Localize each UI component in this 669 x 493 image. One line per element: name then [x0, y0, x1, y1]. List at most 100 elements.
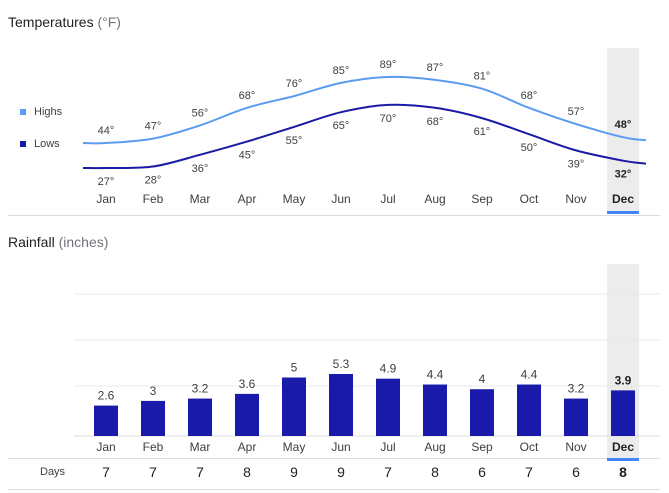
temp-month-tick-label: Apr	[238, 192, 257, 206]
rain-bar	[94, 405, 118, 436]
highs-data-label: 89°	[380, 59, 397, 71]
rain-data-label: 2.6	[98, 389, 115, 403]
rain-days-value: 7	[384, 464, 392, 480]
rain-month-tick-label: Apr	[238, 440, 257, 454]
temp-month-tick-label: Dec	[612, 192, 634, 206]
rain-bar	[235, 393, 259, 436]
highs-data-label: 44°	[98, 125, 115, 137]
rain-data-label: 3.9	[615, 373, 632, 387]
highs-data-label: 48°	[615, 119, 632, 131]
highs-data-label: 47°	[145, 121, 162, 133]
rain-data-label: 4.4	[427, 368, 444, 382]
rain-month-tick-label: Jun	[331, 440, 350, 454]
lows-data-label: 36°	[192, 163, 209, 175]
bottom-divider	[8, 489, 660, 490]
lows-data-label: 39°	[568, 158, 585, 170]
temp-month-tick-label: Oct	[520, 192, 539, 206]
selected-month-underline-temps	[607, 211, 639, 214]
legend-highs: Highs	[20, 106, 62, 118]
temp-month-tick-label: May	[283, 192, 306, 206]
highs-data-label: 87°	[427, 62, 444, 74]
rain-month-tick-label: Nov	[565, 440, 586, 454]
temp-month-tick-label: Sep	[471, 192, 493, 206]
rain-month-tick-label: Feb	[143, 440, 164, 454]
lows-data-label: 27°	[98, 176, 115, 188]
rain-month-tick-label: May	[283, 440, 306, 454]
rain-days-value: 8	[431, 464, 439, 480]
lows-swatch-icon	[20, 141, 26, 147]
selected-month-underline-rain	[607, 458, 639, 461]
rain-data-label: 4.4	[521, 368, 538, 382]
lows-data-label: 65°	[333, 120, 350, 132]
legend-lows: Lows	[20, 138, 60, 150]
lows-data-label: 70°	[380, 113, 397, 125]
rain-bar	[564, 398, 588, 436]
rainfall-title: Rainfall (inches)	[8, 234, 109, 250]
rain-days-value: 8	[243, 464, 251, 480]
rain-days-value: 7	[525, 464, 533, 480]
selected-month-highlight-temps	[607, 48, 639, 212]
highs-data-label: 85°	[333, 65, 350, 77]
rain-month-tick-label: Sep	[471, 440, 493, 454]
lows-series-line	[82, 103, 647, 170]
rain-data-label: 3.6	[239, 377, 256, 391]
lows-data-label: 61°	[474, 126, 491, 138]
rain-bar	[282, 377, 306, 436]
rain-days-value: 7	[102, 464, 110, 480]
rain-data-label: 5.3	[333, 357, 350, 371]
rain-days-value: 9	[337, 464, 345, 480]
rain-days-value: 6	[572, 464, 580, 480]
highs-data-label: 76°	[286, 78, 303, 90]
lows-data-label: 32°	[615, 169, 632, 181]
rain-month-tick-label: Oct	[520, 440, 539, 454]
highs-swatch-icon	[20, 109, 26, 115]
rain-data-label: 4	[479, 372, 486, 386]
temp-month-tick-label: Jul	[380, 192, 395, 206]
highs-data-label: 56°	[192, 107, 209, 119]
rain-bar	[517, 384, 541, 436]
rain-bar	[470, 389, 494, 436]
highs-series-line	[82, 75, 647, 145]
rain-days-value: 9	[290, 464, 298, 480]
temp-month-tick-label: Feb	[143, 192, 164, 206]
days-divider	[8, 458, 660, 459]
temp-month-tick-label: Jun	[331, 192, 350, 206]
lows-data-label: 68°	[427, 116, 444, 128]
rain-bar	[376, 378, 400, 436]
days-label: Days	[40, 466, 66, 478]
highs-data-label: 68°	[239, 90, 256, 102]
highs-data-label: 57°	[568, 106, 585, 118]
rain-days-value: 8	[619, 464, 627, 480]
rain-month-tick-label: Jan	[96, 440, 115, 454]
lows-data-label: 55°	[286, 135, 303, 147]
temp-month-tick-label: Mar	[190, 192, 211, 206]
rain-data-label: 3.2	[568, 382, 585, 396]
temp-month-tick-label: Jan	[96, 192, 115, 206]
rain-month-tick-label: Mar	[190, 440, 211, 454]
rain-days-value: 6	[478, 464, 486, 480]
lows-data-label: 45°	[239, 150, 256, 162]
lows-data-label: 50°	[521, 142, 538, 154]
rain-bar	[188, 398, 212, 436]
rain-month-tick-label: Dec	[612, 440, 634, 454]
rain-data-label: 5	[291, 361, 298, 375]
rain-bar	[611, 390, 635, 436]
temp-month-tick-label: Nov	[565, 192, 586, 206]
temp-month-tick-label: Aug	[424, 192, 445, 206]
rain-data-label: 4.9	[380, 362, 397, 376]
rain-bar	[141, 400, 165, 436]
temperatures-title: Temperatures (°F)	[8, 14, 121, 30]
rain-month-tick-label: Jul	[380, 440, 395, 454]
rain-month-tick-label: Aug	[424, 440, 445, 454]
rain-days-value: 7	[196, 464, 204, 480]
rain-data-label: 3.2	[192, 382, 209, 396]
highs-data-label: 68°	[521, 90, 538, 102]
rain-bar	[423, 384, 447, 436]
rain-days-value: 7	[149, 464, 157, 480]
rain-data-label: 3	[150, 384, 157, 398]
highs-data-label: 81°	[474, 71, 491, 83]
section-divider	[8, 215, 660, 216]
lows-data-label: 28°	[145, 175, 162, 187]
rain-bar	[329, 374, 353, 436]
